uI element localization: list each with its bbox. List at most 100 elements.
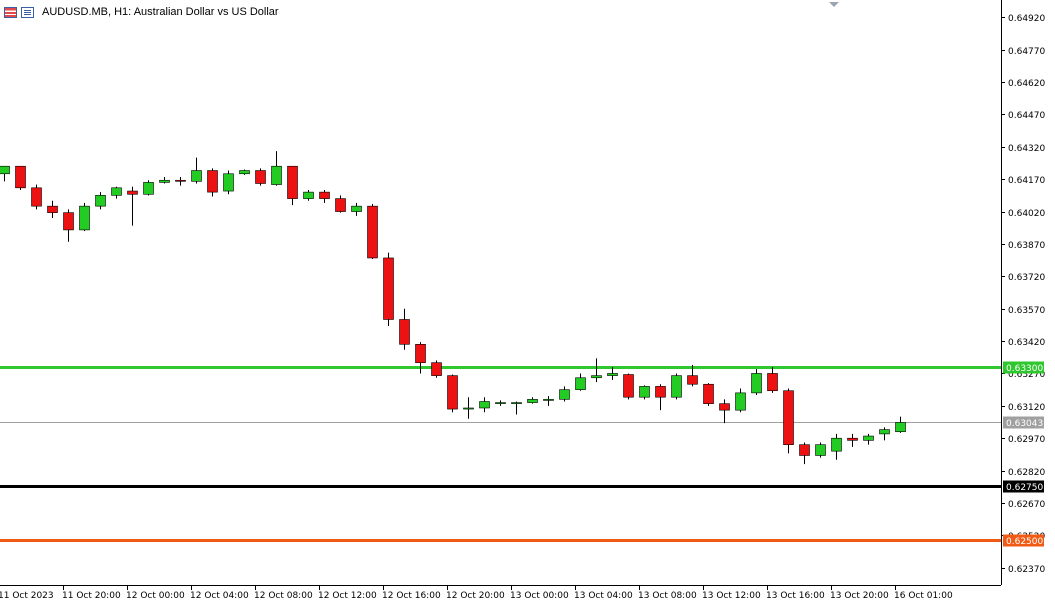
bull-candle [0,165,10,175]
bull-candle [831,437,842,452]
lower-level-label: 0.62500 [1006,537,1043,547]
bear-candle [687,375,698,385]
bear-candle [431,362,442,376]
bull-candle [95,195,106,207]
time-tick-label: 12 Oct 08:00 [254,591,313,601]
middle-level-label-box [1003,480,1044,493]
chart-type-icon[interactable] [4,6,17,18]
bear-candle [847,437,858,441]
bull-candle [159,179,170,183]
bull-candle [735,392,746,411]
level-labels: 0.63300 0.63043 0.62750 0.62500 [1003,361,1044,547]
time-tick-label: 13 Oct 16:00 [766,591,825,601]
bear-candle [207,170,218,193]
trading-panel-icon[interactable] [21,6,34,18]
bear-candle [415,344,426,363]
bear-candle [447,375,458,410]
symbol-label: AUDUSD.MB, H1: [42,6,132,18]
bull-candle [607,373,618,376]
bull-candle [879,429,890,435]
price-tick-label: 0.63270 [1008,370,1045,380]
bear-candle [655,386,666,398]
bear-candle [15,165,26,189]
time-tick-label: 13 Oct 12:00 [702,591,761,601]
candles [0,151,906,465]
bull-candle [511,402,522,404]
bull-candle [79,205,90,231]
bear-candle [63,212,74,231]
time-tick-label: 16 Oct 01:00 [894,591,953,601]
bear-candle [287,165,298,199]
upper-level-label-box [1003,361,1044,374]
bull-candle [271,165,282,185]
lower-level-label-box [1003,534,1044,547]
bull-candle [591,375,602,379]
symbol-description: Australian Dollar vs US Dollar [133,6,279,18]
price-tick-label: 0.63720 [1008,273,1045,283]
bull-candle [303,191,314,199]
time-tick-label: 12 Oct 16:00 [382,591,441,601]
bull-candle [559,389,570,400]
middle-level-label: 0.62750 [1006,483,1043,493]
bull-candle [191,170,202,182]
bull-candle [463,407,474,410]
bear-candle [799,444,810,456]
chart-header: AUDUSD.MB, H1: Australian Dollar vs US D… [4,4,279,20]
bull-candle [495,402,506,404]
price-tick-label: 0.63120 [1008,403,1045,413]
price-tick-label: 0.64320 [1008,144,1045,154]
bull-candle [895,422,906,433]
bull-candle [239,170,250,175]
price-tick-label: 0.62370 [1008,565,1045,575]
bear-candle [719,403,730,411]
bull-candle [143,182,154,195]
bull-candle [479,401,490,409]
price-tick-label: 0.63570 [1008,306,1045,316]
bear-candle [623,374,634,398]
bid-label-box [1003,416,1044,429]
bear-candle [319,191,330,199]
price-tick-label: 0.62970 [1008,435,1045,445]
price-tick-label: 0.64170 [1008,176,1045,186]
bear-candle [175,179,186,182]
price-tick-label: 0.63420 [1008,338,1045,348]
time-tick-label: 11 Oct 20:00 [62,591,121,601]
time-axis: 11 Oct 2023 11 Oct 20:00 12 Oct 00:00 12 Oc… [0,585,953,601]
time-tick-label: 12 Oct 12:00 [318,591,377,601]
bear-candle [255,170,266,184]
bull-candle [223,173,234,192]
price-tick-label: 0.64770 [1008,47,1045,57]
upper-level-label: 0.63300 [1006,364,1043,374]
bear-candle [767,373,778,392]
bear-candle [127,190,138,195]
bull-candle [671,375,682,398]
price-tick-label: 0.63870 [1008,241,1045,251]
bear-candle [783,390,794,445]
price-tick-label: 0.64470 [1008,111,1045,121]
price-tick-label: 0.64620 [1008,79,1045,89]
shift-marker-icon[interactable] [829,2,839,7]
bear-candle [367,205,378,259]
bull-candle [111,187,122,196]
time-tick-label: 13 Oct 08:00 [638,591,697,601]
horizontal-levels [0,366,1001,542]
price-tick-label: 0.62820 [1008,468,1045,478]
bid-label: 0.63043 [1006,419,1043,429]
bear-candle [383,257,394,320]
time-tick-label: 12 Oct 20:00 [446,591,505,601]
bull-candle [751,373,762,394]
bull-candle [639,386,650,398]
bear-candle [703,383,714,404]
time-tick-label: 12 Oct 04:00 [190,591,249,601]
time-tick-label: 12 Oct 00:00 [126,591,185,601]
price-tick-label: 0.64020 [1008,209,1045,219]
time-tick-label: 13 Oct 00:00 [510,591,569,601]
bull-candle [815,444,826,456]
time-tick-label: 13 Oct 20:00 [830,591,889,601]
bull-candle [527,399,538,403]
bull-candle [543,399,554,401]
bear-candle [335,198,346,212]
time-tick-label: 11 Oct 2023 [0,591,54,601]
